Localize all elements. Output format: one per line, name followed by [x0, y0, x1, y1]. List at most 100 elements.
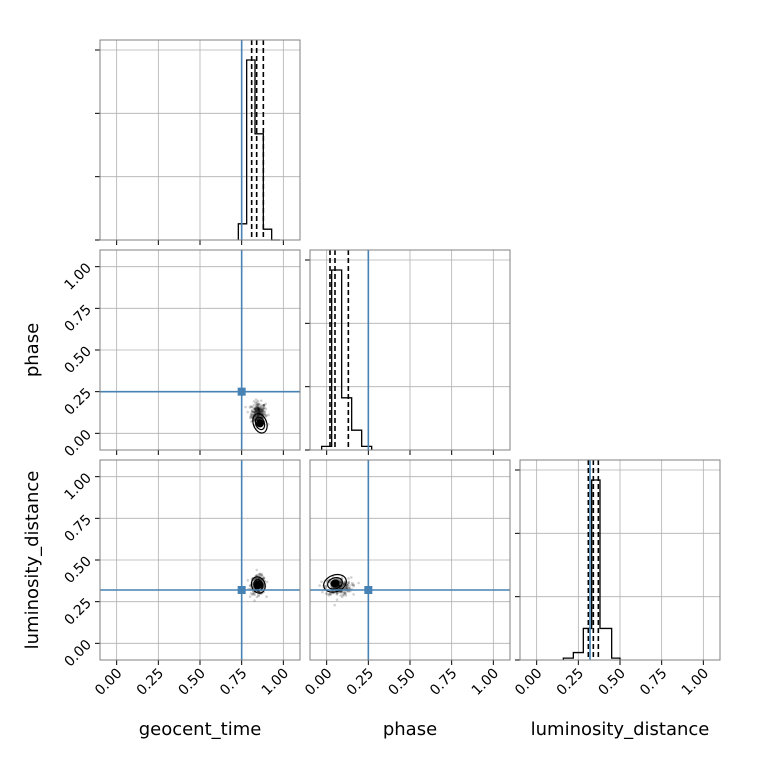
sample-point-2-1-164 [345, 584, 349, 587]
ytick-label-luminosity_distance-4: 1.00 [61, 470, 94, 503]
sample-point-1-0-162 [257, 413, 260, 417]
sample-point-1-0-99 [258, 406, 262, 409]
ytick-label-phase-0: 0.00 [61, 427, 94, 460]
sample-point-1-0-112 [262, 406, 265, 410]
sample-point-1-0-180 [255, 409, 258, 412]
sample-point-1-0-81 [256, 408, 260, 412]
sample-point-1-0-211 [260, 408, 264, 411]
sample-point-2-1-184 [326, 592, 329, 596]
sample-point-1-0-167 [262, 403, 265, 407]
xtick-label-luminosity_distance-4: 1.00 [679, 666, 712, 699]
sample-point-2-1-144 [346, 581, 350, 585]
sample-point-2-1-34 [329, 593, 333, 596]
sample-point-2-1-128 [327, 592, 331, 596]
sample-point-1-0-25 [255, 400, 259, 404]
sample-point-1-0-1 [255, 404, 259, 407]
sample-point-2-1-177 [343, 581, 346, 584]
sample-point-1-0-65 [257, 402, 261, 406]
sample-point-2-1-217 [339, 590, 343, 594]
sample-point-1-0-213 [256, 407, 260, 410]
sample-point-2-1-64 [346, 584, 350, 587]
xtick-label-luminosity_distance-0: 0.00 [512, 666, 545, 699]
sample-point-2-1-129 [347, 586, 350, 590]
sample-point-2-1-214 [343, 581, 346, 585]
xtick-label-luminosity_distance-2: 0.50 [595, 666, 628, 699]
sample-point-1-0-43 [263, 404, 266, 407]
sample-point-2-1-38 [335, 593, 339, 596]
sample-point-1-0-227 [256, 407, 260, 410]
sample-point-1-0-15 [261, 407, 264, 410]
xaxis-label-geocent_time: geocent_time [139, 719, 262, 740]
sample-point-2-1-24 [342, 582, 346, 586]
sample-point-1-0-61 [260, 405, 263, 408]
sample-point-1-0-92 [255, 409, 259, 413]
sample-point-2-1-119 [335, 592, 338, 595]
sample-point-2-0-1 [260, 573, 263, 576]
sample-point-1-0-68 [263, 410, 267, 413]
sample-point-1-0-113 [263, 413, 267, 416]
sample-point-1-0-237 [264, 402, 268, 406]
truth-point-2-0 [237, 586, 246, 594]
sample-point-1-0-30 [259, 403, 263, 407]
xaxis-label-luminosity_distance: luminosity_distance [531, 719, 710, 740]
sample-point-2-0-237 [250, 593, 254, 596]
sample-point-1-0-126 [262, 403, 266, 407]
sample-point-2-0-124 [262, 576, 266, 580]
sample-point-2-1-0 [344, 592, 347, 596]
sample-point-2-0-48 [258, 572, 261, 576]
sample-point-2-1-247 [352, 583, 355, 587]
sample-point-2-0-107 [255, 568, 259, 572]
sample-point-1-0-62 [262, 412, 265, 416]
ytick-label-luminosity_distance-0: 0.00 [61, 637, 94, 670]
sample-point-2-1-212 [346, 586, 349, 590]
density-peak-2-0 [254, 581, 263, 589]
sample-point-1-0-245 [257, 406, 260, 410]
sample-point-2-1-206 [343, 591, 346, 595]
contour-2-1-0 [323, 573, 347, 593]
histogram-phase [321, 269, 373, 450]
sample-point-2-0-222 [248, 584, 252, 588]
sample-point-2-1-240 [344, 594, 348, 597]
sample-point-1-0-124 [261, 408, 264, 412]
sample-point-1-0-53 [249, 405, 253, 408]
sample-point-2-1-157 [324, 584, 328, 588]
sample-point-2-1-200 [327, 594, 331, 597]
sample-point-2-0-153 [262, 576, 265, 580]
sample-point-2-0-2 [253, 599, 256, 602]
sample-point-1-0-222 [263, 406, 266, 410]
sample-point-1-0-231 [253, 411, 257, 415]
ytick-label-phase-2: 0.50 [61, 344, 94, 377]
xtick-label-phase-3: 0.75 [427, 666, 460, 699]
sample-point-2-1-84 [341, 593, 345, 597]
sample-point-2-1-149 [329, 592, 332, 596]
sample-point-1-0-138 [259, 409, 263, 412]
contour-1-0-0 [252, 413, 268, 434]
sample-point-2-1-241 [347, 577, 350, 580]
sample-point-1-0-0 [255, 406, 259, 410]
sample-point-1-0-94 [254, 401, 257, 404]
ytick-label-luminosity_distance-2: 0.50 [61, 554, 94, 587]
sample-point-2-1-166 [342, 583, 346, 586]
density-peak-1-0 [256, 419, 264, 428]
sample-point-2-0-23 [257, 593, 260, 597]
sample-point-1-0-146 [261, 410, 264, 414]
sample-point-2-1-75 [344, 586, 347, 590]
panel-frame-2-2 [519, 459, 721, 661]
sample-point-1-0-174 [257, 409, 260, 413]
sample-point-2-1-163 [318, 584, 321, 587]
sample-point-2-1-160 [345, 585, 348, 588]
sample-point-1-0-45 [256, 408, 259, 412]
sample-point-2-0-258 [257, 594, 260, 598]
sample-point-1-0-185 [265, 414, 268, 417]
xtick-label-geocent_time-4: 1.00 [259, 666, 292, 699]
sample-point-1-0-201 [261, 409, 265, 413]
sample-point-1-0-106 [250, 420, 253, 423]
sample-point-2-0-27 [260, 573, 264, 577]
sample-point-1-0-229 [254, 407, 257, 411]
sample-point-1-0-148 [257, 409, 261, 413]
sample-point-1-0-156 [253, 409, 257, 413]
sample-point-1-0-225 [257, 407, 261, 410]
sample-point-2-0-54 [265, 595, 268, 599]
sample-point-1-0-153 [254, 406, 257, 410]
sample-point-1-0-139 [256, 406, 259, 409]
